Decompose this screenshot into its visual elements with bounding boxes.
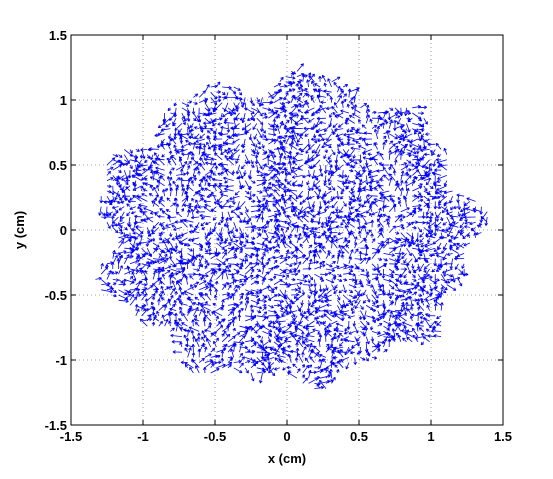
x-tick-labels: -1.5 -1 -0.5 0 0.5 1 1.5	[60, 429, 512, 444]
y-axis-label: y (cm)	[12, 211, 27, 249]
y-tick-label: 1	[60, 93, 67, 108]
x-tick-label: -1	[137, 429, 149, 444]
y-tick-label: 0.5	[49, 158, 67, 173]
vector-field	[95, 63, 489, 390]
y-tick-label: 1.5	[49, 28, 67, 43]
y-tick-label: -0.5	[45, 288, 67, 303]
x-tick-label: 1	[427, 429, 434, 444]
x-tick-label: 0.5	[350, 429, 368, 444]
x-tick-label: 0	[283, 429, 290, 444]
y-tick-label: 0	[60, 223, 67, 238]
x-tick-label: 1.5	[494, 429, 512, 444]
tick-marks	[70, 34, 504, 426]
x-axis-label: x (cm)	[268, 451, 306, 466]
y-tick-label: -1.5	[45, 418, 67, 433]
velocity-vectors	[95, 63, 489, 390]
x-tick-label: -1.5	[60, 429, 82, 444]
y-tick-label: -1	[55, 353, 67, 368]
y-tick-labels: -1.5 -1 -0.5 0 0.5 1 1.5	[45, 28, 67, 433]
x-tick-label: -0.5	[204, 429, 226, 444]
